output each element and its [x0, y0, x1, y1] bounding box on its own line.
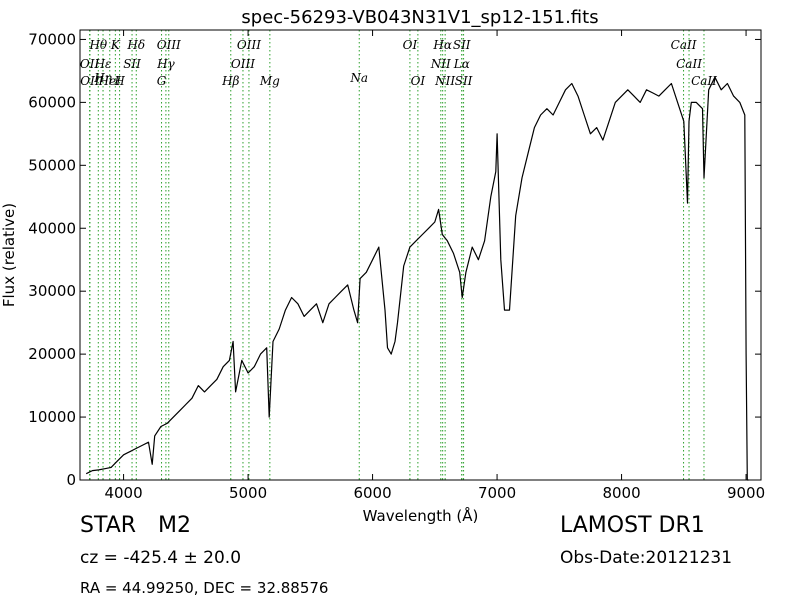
emission-line-label: Hα	[432, 38, 452, 52]
y-tick-label: 30000	[28, 282, 76, 300]
x-tick-label: 9000	[727, 484, 765, 502]
emission-line-label: OI	[403, 38, 418, 52]
x-tick-label: 7000	[478, 484, 516, 502]
object-class: STAR	[80, 513, 137, 538]
emission-line-label: CaII	[676, 57, 702, 71]
observation-date: Obs-Date:20121231	[560, 548, 733, 568]
emission-line-label: OIII	[237, 38, 261, 52]
emission-line-label: SII	[453, 38, 471, 52]
y-tick-label: 50000	[28, 156, 76, 174]
emission-line-label: Mg	[259, 74, 280, 88]
emission-line-label: OIII	[231, 57, 255, 71]
emission-line-label: K	[110, 38, 121, 52]
y-tick-label: 70000	[28, 30, 76, 48]
emission-line-label: Lα	[453, 57, 470, 71]
emission-line-label: H	[113, 74, 125, 88]
y-tick-label: 40000	[28, 219, 76, 237]
spectrum-series	[85, 76, 749, 481]
x-axis-label: Wavelength (Å)	[363, 506, 479, 525]
emission-line-label: Hβ	[221, 74, 239, 88]
emission-line-label: CaII	[691, 74, 717, 88]
y-axis-label: Flux (relative)	[0, 203, 18, 307]
emission-line-label: Hθ	[88, 38, 107, 52]
emission-line-label: HeI	[98, 74, 122, 88]
emission-line-label: CaII	[671, 38, 697, 52]
emission-line-label: OI	[411, 74, 426, 88]
x-tick-label: 6000	[353, 484, 391, 502]
emission-line-label: NII	[434, 74, 455, 88]
x-tick-label: 4000	[104, 484, 142, 502]
emission-line-label: Hγ	[156, 57, 175, 71]
emission-line-label: G	[157, 74, 167, 88]
y-tick-label: 20000	[28, 345, 76, 363]
emission-line-markers	[89, 30, 705, 480]
y-tick-label: 10000	[28, 408, 76, 426]
x-tick-label: 8000	[602, 484, 640, 502]
x-axis: 4000 5000 6000 7000 8000 9000	[104, 30, 765, 502]
redshift-cz: cz = -425.4 ± 20.0	[80, 548, 242, 568]
chart-title: spec-56293-VB043N31V1_sp12-151.fits	[241, 7, 598, 28]
emission-line-label: NII	[430, 57, 451, 71]
y-tick-label: 60000	[28, 93, 76, 111]
emission-line-label: Hη	[93, 71, 112, 85]
spectrum-line	[85, 76, 749, 481]
emission-line-label: OIII	[157, 38, 181, 52]
ra-dec-coordinates: RA = 44.99250, DEC = 32.88576	[80, 579, 329, 597]
emission-line-label: Na	[349, 71, 368, 85]
emission-line-label: Hδ	[126, 38, 145, 52]
emission-line-label: SII	[455, 74, 473, 88]
emission-line-label: SII	[123, 57, 141, 71]
y-axis: 0 10000 20000 30000 40000 50000 60000 70000	[28, 30, 761, 489]
emission-line-label: OII	[80, 74, 100, 88]
x-tick-label: 5000	[229, 484, 267, 502]
survey-name: LAMOST DR1	[560, 513, 705, 538]
emission-line-label: OII	[80, 57, 100, 71]
y-tick-label: 0	[66, 471, 76, 489]
emission-line-label: Hε	[94, 57, 112, 71]
plot-area-frame	[79, 29, 762, 481]
object-subclass: M2	[158, 513, 191, 538]
